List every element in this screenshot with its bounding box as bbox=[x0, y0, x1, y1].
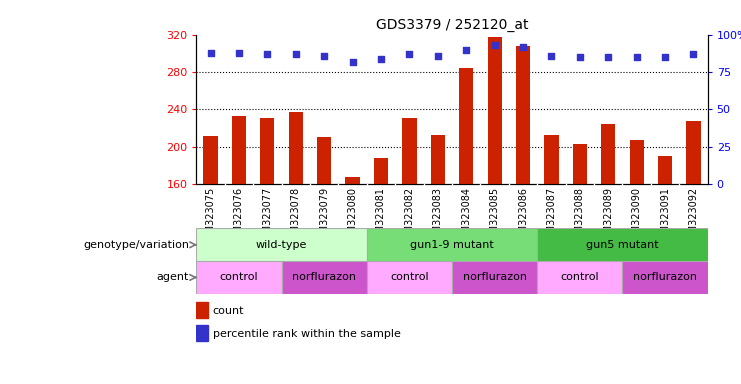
Text: GSM323082: GSM323082 bbox=[405, 187, 414, 246]
Point bbox=[432, 53, 444, 59]
Point bbox=[517, 43, 529, 50]
Bar bbox=[317, 137, 331, 184]
Point bbox=[403, 51, 415, 57]
Bar bbox=[282, 261, 367, 294]
Text: GSM323092: GSM323092 bbox=[688, 187, 699, 246]
Text: GSM323088: GSM323088 bbox=[575, 187, 585, 245]
Text: GSM323077: GSM323077 bbox=[262, 187, 273, 246]
Bar bbox=[622, 261, 708, 294]
Text: control: control bbox=[219, 272, 259, 283]
Text: GSM323085: GSM323085 bbox=[490, 187, 499, 246]
Bar bbox=[260, 118, 274, 184]
Text: GSM323080: GSM323080 bbox=[348, 187, 358, 245]
Text: control: control bbox=[560, 272, 599, 283]
Point bbox=[574, 54, 585, 60]
Title: GDS3379 / 252120_at: GDS3379 / 252120_at bbox=[376, 18, 528, 32]
Bar bbox=[459, 68, 473, 184]
Text: gun1-9 mutant: gun1-9 mutant bbox=[410, 240, 494, 250]
Text: GSM323079: GSM323079 bbox=[319, 187, 329, 246]
Bar bbox=[537, 261, 622, 294]
Text: norflurazon: norflurazon bbox=[462, 272, 527, 283]
Bar bbox=[196, 228, 367, 261]
Point bbox=[233, 50, 245, 56]
Text: GSM323076: GSM323076 bbox=[234, 187, 244, 246]
Bar bbox=[516, 46, 530, 184]
Bar bbox=[630, 140, 644, 184]
Text: GSM323078: GSM323078 bbox=[290, 187, 301, 246]
Text: agent: agent bbox=[156, 272, 189, 283]
Point bbox=[347, 58, 359, 65]
Bar bbox=[488, 37, 502, 184]
Text: norflurazon: norflurazon bbox=[292, 272, 356, 283]
Bar bbox=[196, 325, 207, 341]
Bar bbox=[289, 112, 303, 184]
Text: GSM323075: GSM323075 bbox=[205, 187, 216, 246]
Bar bbox=[601, 124, 615, 184]
Point bbox=[375, 55, 387, 61]
Text: GSM323086: GSM323086 bbox=[518, 187, 528, 245]
Bar bbox=[686, 121, 700, 184]
Text: GSM323091: GSM323091 bbox=[660, 187, 670, 245]
Bar bbox=[196, 261, 282, 294]
Bar bbox=[573, 144, 587, 184]
Text: GSM323083: GSM323083 bbox=[433, 187, 443, 245]
Point bbox=[659, 54, 671, 60]
Point bbox=[688, 51, 700, 57]
Bar bbox=[452, 261, 537, 294]
Bar bbox=[545, 135, 559, 184]
Point bbox=[460, 46, 472, 53]
Text: percentile rank within the sample: percentile rank within the sample bbox=[213, 329, 401, 339]
Bar bbox=[345, 177, 359, 184]
Point bbox=[262, 51, 273, 57]
Text: GSM323090: GSM323090 bbox=[631, 187, 642, 245]
Text: wild-type: wild-type bbox=[256, 240, 308, 250]
Bar bbox=[431, 135, 445, 184]
Bar bbox=[367, 228, 537, 261]
Point bbox=[602, 54, 614, 60]
Text: norflurazon: norflurazon bbox=[633, 272, 697, 283]
Text: GSM323081: GSM323081 bbox=[376, 187, 386, 245]
Point bbox=[545, 53, 557, 59]
Bar bbox=[374, 158, 388, 184]
Point bbox=[319, 53, 330, 59]
Bar bbox=[658, 156, 672, 184]
Text: GSM323089: GSM323089 bbox=[603, 187, 614, 245]
Point bbox=[205, 50, 216, 56]
Bar bbox=[204, 136, 218, 184]
Point bbox=[488, 42, 500, 48]
Point bbox=[290, 51, 302, 57]
Bar bbox=[196, 302, 207, 318]
Text: count: count bbox=[213, 306, 245, 316]
Bar bbox=[537, 228, 708, 261]
Bar bbox=[402, 118, 416, 184]
Text: genotype/variation: genotype/variation bbox=[83, 240, 189, 250]
Text: GSM323087: GSM323087 bbox=[546, 187, 556, 246]
Bar bbox=[367, 261, 452, 294]
Point bbox=[631, 54, 642, 60]
Bar bbox=[232, 116, 246, 184]
Text: control: control bbox=[390, 272, 429, 283]
Text: GSM323084: GSM323084 bbox=[461, 187, 471, 245]
Text: gun5 mutant: gun5 mutant bbox=[586, 240, 659, 250]
